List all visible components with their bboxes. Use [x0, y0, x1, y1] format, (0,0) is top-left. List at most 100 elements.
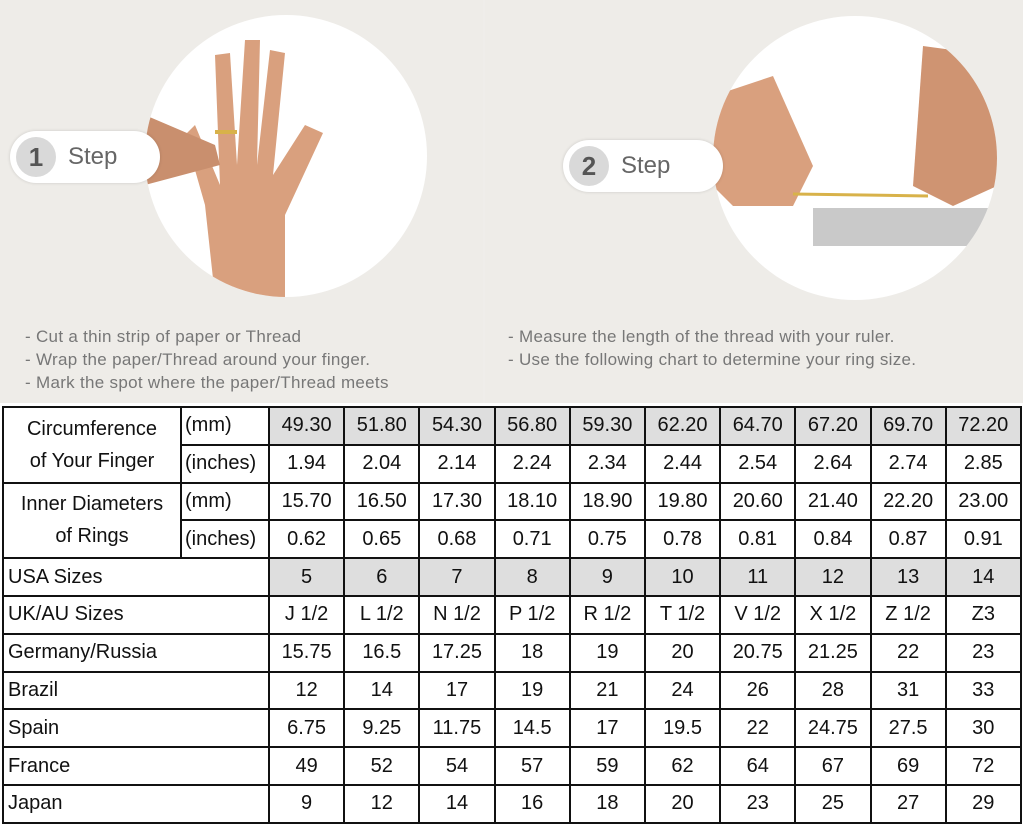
table-cell: 12 — [794, 557, 872, 597]
table-cell: 2.04 — [343, 443, 421, 484]
table-cell: Z 1/2 — [869, 594, 947, 635]
hand-photo — [145, 15, 427, 297]
table-cell: 9.25 — [343, 708, 421, 749]
table-cell: 9 — [568, 557, 646, 597]
table-row: UK/AU Sizes J 1/2 L 1/2 N 1/2 P 1/2 R 1/2 T 1/… — [2, 594, 1022, 635]
table-cell: 29 — [944, 783, 1022, 824]
table-row: Brazil 12 14 17 19 21 24 26 28 31 33 — [2, 670, 1022, 711]
table-cell: 0.75 — [568, 519, 646, 560]
table-cell: 1.94 — [267, 443, 346, 484]
table-cell: 69.70 — [869, 406, 947, 446]
row-label: France — [2, 746, 270, 786]
table-cell: 23 — [944, 632, 1022, 673]
unit-label: (mm) — [180, 481, 270, 522]
table-cell: 51.80 — [343, 406, 421, 446]
table-cell: 21 — [568, 670, 646, 711]
table-cell: 14 — [418, 783, 496, 824]
table-cell: 31 — [869, 670, 947, 711]
table-cell: 2.74 — [869, 443, 947, 484]
table-cell: 14.5 — [493, 708, 571, 749]
table-cell: 19 — [493, 670, 571, 711]
table-cell: 2.24 — [493, 443, 571, 484]
instruction-line: - Cut a thin strip of paper or Thread — [25, 327, 302, 346]
table-cell: 0.84 — [794, 519, 872, 560]
table-cell: 67 — [794, 746, 872, 786]
ruler-photo — [713, 16, 997, 300]
table-cell: 20.60 — [719, 481, 797, 522]
table-cell: 13 — [869, 557, 947, 597]
step-2-panel: 2 Step - Measure the length of the threa… — [485, 0, 1023, 403]
table-cell: 18.10 — [493, 481, 571, 522]
table-cell: 14 — [944, 557, 1022, 597]
table-cell: 28 — [794, 670, 872, 711]
table-cell: 8 — [493, 557, 571, 597]
table-cell: 17.30 — [418, 481, 496, 522]
table-cell: 27.5 — [869, 708, 947, 749]
table-cell: 52 — [343, 746, 421, 786]
row-label: Germany/Russia — [2, 632, 270, 673]
step-label: Step — [68, 143, 118, 170]
table-row: Circumference of Your Finger (mm) 49.30 51.8… — [2, 406, 1022, 484]
table-cell: 12 — [343, 783, 421, 824]
table-cell: 2.64 — [794, 443, 872, 484]
table-cell: Z3 — [944, 594, 1022, 635]
table-cell: X 1/2 — [794, 594, 872, 635]
table-cell: 64 — [719, 746, 797, 786]
step-1-panel: 1 Step - Cut a thin strip of paper or Th… — [0, 0, 483, 403]
table-cell: 19 — [568, 632, 646, 673]
table-row: USA Sizes 5 6 7 8 9 10 11 12 13 14 — [2, 557, 1022, 597]
instructions-area: 1 Step - Cut a thin strip of paper or Th… — [0, 0, 1023, 403]
table-cell: P 1/2 — [493, 594, 571, 635]
label-line: Circumference — [26, 417, 158, 440]
table-cell: 27 — [869, 783, 947, 824]
table-cell: 10 — [643, 557, 722, 597]
table-cell: 24 — [643, 670, 722, 711]
unit-label: (inches) — [180, 519, 270, 560]
table-cell: 6 — [343, 557, 421, 597]
row-label: UK/AU Sizes — [2, 594, 270, 635]
table-cell: 2.44 — [643, 443, 722, 484]
table-cell: T 1/2 — [643, 594, 722, 635]
table-cell: 0.65 — [343, 519, 421, 560]
table-cell: 2.85 — [944, 443, 1022, 484]
table-cell: 54.30 — [418, 406, 496, 446]
table-cell: 16 — [493, 783, 571, 824]
row-label: Spain — [2, 708, 270, 749]
table-cell: 17 — [568, 708, 646, 749]
table-cell: 56.80 — [493, 406, 571, 446]
label-line: of Your Finger — [29, 449, 155, 472]
table-cell: 11.75 — [418, 708, 496, 749]
table-cell: J 1/2 — [267, 594, 346, 635]
table-cell: 64.70 — [719, 406, 797, 446]
table-row: Inner Diameters of Rings (mm) 15.70 16.50 17.… — [2, 481, 1022, 560]
table-cell: 20 — [643, 783, 722, 824]
table-cell: 24.75 — [794, 708, 872, 749]
row-label: Brazil — [2, 670, 270, 711]
table-cell: 23 — [719, 783, 797, 824]
table-cell: 59.30 — [568, 406, 646, 446]
table-cell: 0.91 — [944, 519, 1022, 560]
label-line: of Rings — [55, 525, 129, 548]
table-cell: 2.54 — [719, 443, 797, 484]
table-cell: 20 — [643, 632, 722, 673]
table-cell: 21.25 — [794, 632, 872, 673]
step-1-instructions: - Cut a thin strip of paper or Thread - … — [25, 325, 389, 394]
table-cell: 2.14 — [418, 443, 496, 484]
step-label: Step — [621, 152, 671, 179]
table-cell: 30 — [944, 708, 1022, 749]
table-cell: 72 — [944, 746, 1022, 786]
table-row: France 49 52 54 57 59 62 64 67 69 72 — [2, 746, 1022, 786]
table-cell: 17 — [418, 670, 496, 711]
table-cell: 7 — [418, 557, 496, 597]
table-cell: 22.20 — [869, 481, 947, 522]
table-cell: 15.75 — [267, 632, 346, 673]
step-number: 2 — [569, 146, 609, 186]
table-cell: R 1/2 — [568, 594, 646, 635]
instruction-line: - Wrap the paper/Thread around your fing… — [25, 350, 371, 369]
table-cell: V 1/2 — [719, 594, 797, 635]
table-cell: 0.81 — [719, 519, 797, 560]
table-cell: 18 — [568, 783, 646, 824]
table-cell: 5 — [267, 557, 346, 597]
diameter-label: Inner Diameters of Rings — [2, 481, 182, 560]
table-cell: 17.25 — [418, 632, 496, 673]
